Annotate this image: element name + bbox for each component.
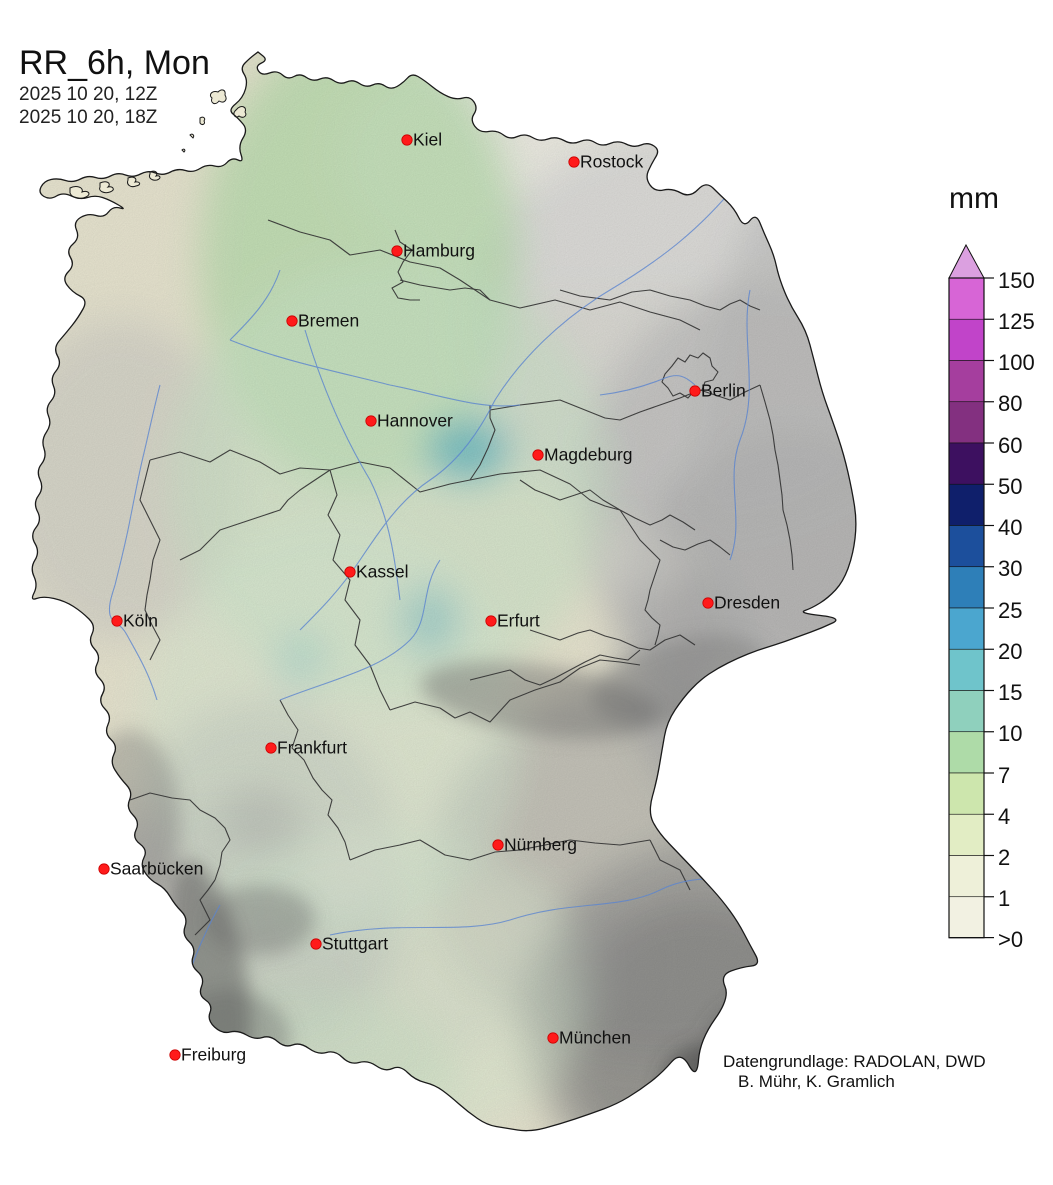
- svg-text:Freiburg: Freiburg: [181, 1045, 246, 1065]
- svg-text:Frankfurt: Frankfurt: [277, 738, 347, 758]
- svg-text:Bremen: Bremen: [298, 311, 359, 331]
- svg-text:2: 2: [998, 845, 1010, 870]
- svg-text:2025 10 20, 18Z: 2025 10 20, 18Z: [19, 107, 158, 128]
- svg-text:Berlin: Berlin: [701, 381, 746, 401]
- svg-text:Hamburg: Hamburg: [403, 241, 475, 261]
- svg-text:150: 150: [998, 268, 1035, 293]
- svg-text:Datengrundlage: RADOLAN, DWD: Datengrundlage: RADOLAN, DWD: [723, 1052, 986, 1071]
- svg-text:Stuttgart: Stuttgart: [322, 934, 388, 954]
- svg-text:Kassel: Kassel: [356, 562, 409, 582]
- svg-text:RR_6h, Mon: RR_6h, Mon: [19, 44, 210, 82]
- svg-text:Nürnberg: Nürnberg: [504, 835, 577, 855]
- svg-text:Saarbücken: Saarbücken: [110, 859, 203, 879]
- svg-text:mm: mm: [949, 182, 999, 215]
- svg-text:30: 30: [998, 556, 1022, 581]
- svg-text:1: 1: [998, 886, 1010, 911]
- svg-text:2025 10 20, 12Z: 2025 10 20, 12Z: [19, 84, 158, 105]
- svg-text:15: 15: [998, 680, 1022, 705]
- svg-text:20: 20: [998, 639, 1022, 664]
- svg-text:4: 4: [998, 804, 1010, 829]
- svg-text:Hannover: Hannover: [377, 411, 453, 431]
- svg-text:100: 100: [998, 350, 1035, 375]
- svg-text:10: 10: [998, 721, 1022, 746]
- svg-text:125: 125: [998, 309, 1035, 334]
- svg-text:25: 25: [998, 598, 1022, 623]
- svg-text:Rostock: Rostock: [580, 152, 643, 172]
- svg-text:München: München: [559, 1028, 631, 1048]
- svg-text:50: 50: [998, 474, 1022, 499]
- svg-text:>0: >0: [998, 927, 1023, 952]
- svg-text:Dresden: Dresden: [714, 593, 780, 613]
- svg-text:7: 7: [998, 763, 1010, 788]
- svg-text:Magdeburg: Magdeburg: [544, 445, 633, 465]
- svg-text:80: 80: [998, 391, 1022, 416]
- svg-text:Erfurt: Erfurt: [497, 611, 540, 631]
- svg-text:Köln: Köln: [123, 611, 158, 631]
- svg-text:Kiel: Kiel: [413, 130, 442, 150]
- svg-text:40: 40: [998, 515, 1022, 540]
- svg-text:B. Mühr, K. Gramlich: B. Mühr, K. Gramlich: [738, 1072, 895, 1091]
- svg-text:60: 60: [998, 433, 1022, 458]
